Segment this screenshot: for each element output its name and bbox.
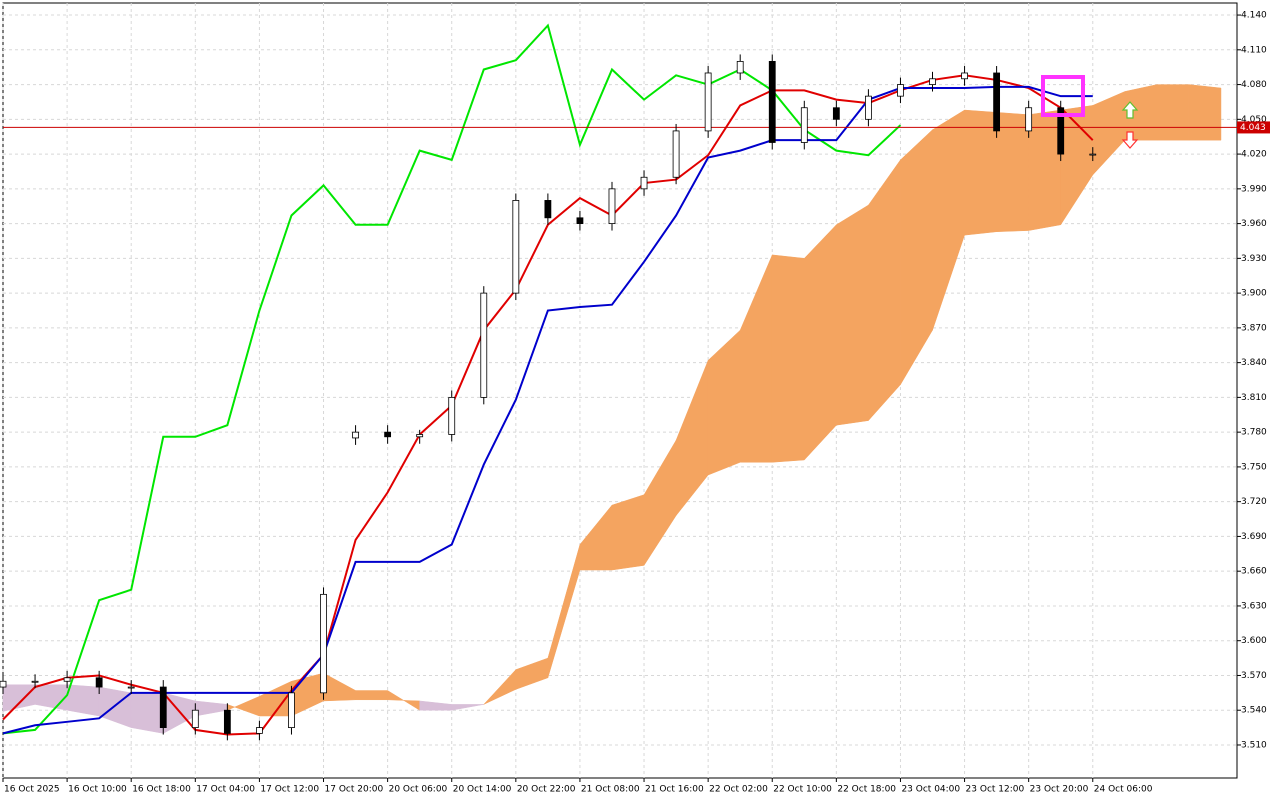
- indicator-line: [2, 85, 1093, 735]
- candle-body: [768, 60, 776, 143]
- candle-body: [672, 130, 680, 178]
- candle-body: [448, 396, 456, 435]
- candle-body: [961, 72, 968, 80]
- x-tick-label: 21 Oct 08:00: [581, 785, 640, 795]
- last-price-box: [1237, 121, 1270, 134]
- candle-body: [865, 95, 872, 120]
- y-tick-label: 4.080: [1241, 80, 1267, 90]
- x-tick-label: 17 Oct 04:00: [196, 785, 255, 795]
- candle-body: [1025, 107, 1033, 132]
- y-tick-label: 3.870: [1241, 323, 1267, 333]
- cloud-segment: [451, 704, 484, 711]
- candle-body: [127, 686, 135, 689]
- candle-body: [159, 686, 167, 729]
- candle-body: [223, 709, 231, 734]
- cloud-segment: [355, 690, 388, 701]
- x-tick-label: 22 Oct 02:00: [709, 785, 768, 795]
- y-tick-label: 3.630: [1241, 601, 1267, 611]
- candle-body: [416, 434, 424, 438]
- candle-body: [384, 431, 392, 438]
- x-tick-label: 20 Oct 22:00: [517, 785, 576, 795]
- candle-body: [63, 677, 71, 682]
- candle-body: [736, 60, 744, 74]
- candle-body: [576, 217, 584, 225]
- y-tick-label: 3.810: [1241, 393, 1267, 403]
- x-tick-label: 17 Oct 20:00: [325, 785, 384, 795]
- candle-body: [832, 107, 840, 120]
- x-tick-label: 23 Oct 04:00: [901, 785, 960, 795]
- candle-body: [993, 72, 1001, 132]
- x-tick-label: 21 Oct 16:00: [645, 785, 704, 795]
- y-tick-label: 3.990: [1241, 184, 1267, 194]
- x-tick-label: 17 Oct 12:00: [260, 785, 319, 795]
- candle-body: [352, 431, 359, 439]
- x-tick-label: 16 Oct 2025: [4, 785, 60, 795]
- candle-body: [288, 692, 295, 729]
- y-tick-label: 3.750: [1241, 462, 1267, 472]
- candle-body: [897, 84, 904, 97]
- y-tick-label: 3.540: [1241, 706, 1267, 716]
- y-tick-label: 3.780: [1241, 428, 1267, 438]
- x-tick-label: 22 Oct 10:00: [773, 785, 832, 795]
- candle-body: [704, 72, 712, 132]
- cloud-segment: [1188, 84, 1222, 141]
- y-tick-label: 3.900: [1241, 289, 1267, 299]
- y-tick-label: 3.660: [1241, 567, 1267, 577]
- cloud-segment: [836, 204, 869, 426]
- last-price-label: 4.043: [1240, 123, 1266, 133]
- candle-body: [480, 292, 488, 398]
- y-tick-label: 3.930: [1241, 254, 1267, 264]
- cloud-segment: [868, 159, 901, 422]
- cloud-segment: [804, 224, 837, 461]
- cloud-segment: [66, 684, 100, 717]
- candle-body: [1089, 153, 1097, 156]
- cloud-segment: [996, 112, 1029, 232]
- up-arrow: [1121, 101, 1139, 119]
- x-tick-label: 20 Oct 06:00: [389, 785, 448, 795]
- cloud-segment: [771, 254, 805, 463]
- candle-body: [512, 200, 520, 294]
- candle-body: [320, 593, 327, 694]
- y-tick-label: 3.570: [1241, 671, 1267, 681]
- cloud-segment: [130, 692, 164, 734]
- x-tick-label: 23 Oct 12:00: [966, 785, 1025, 795]
- y-tick-label: 4.110: [1241, 45, 1267, 55]
- y-tick-label: 3.840: [1241, 358, 1267, 368]
- candle-body: [1057, 107, 1065, 155]
- x-tick-label: 16 Oct 18:00: [132, 785, 191, 795]
- x-tick-label: 24 Oct 06:00: [1094, 785, 1153, 795]
- cloud-segment: [1028, 109, 1061, 231]
- candle-body: [256, 727, 263, 734]
- cloud-segment: [611, 494, 645, 571]
- y-tick-label: 3.720: [1241, 497, 1267, 507]
- x-tick-label: 20 Oct 14:00: [453, 785, 512, 795]
- candle-body: [929, 78, 936, 85]
- candle-body: [0, 680, 7, 688]
- x-tick-label: 22 Oct 18:00: [837, 785, 896, 795]
- candle-body: [608, 188, 616, 225]
- y-tick-label: 3.510: [1241, 740, 1267, 750]
- y-tick-label: 3.690: [1241, 532, 1267, 542]
- highlight-box: [1041, 75, 1085, 117]
- candle-body: [544, 200, 552, 219]
- y-tick-label: 4.140: [1241, 11, 1267, 21]
- y-tick-label: 4.020: [1241, 150, 1267, 160]
- y-tick-label: 4.050: [1241, 115, 1267, 125]
- cloud-segment: [964, 109, 997, 236]
- x-tick-label: 16 Oct 10:00: [68, 785, 127, 795]
- candle-body: [95, 677, 103, 688]
- candle-body: [31, 680, 39, 683]
- y-tick-label: 3.600: [1241, 636, 1267, 646]
- candle-body: [640, 176, 648, 190]
- y-tick-label: 3.960: [1241, 219, 1267, 229]
- indicator-line: [2, 74, 1094, 736]
- cloud-segment: [1156, 84, 1190, 141]
- x-tick-label: 23 Oct 20:00: [1030, 785, 1089, 795]
- down-arrow: [1121, 131, 1139, 149]
- candle-body: [800, 107, 808, 143]
- candle-body: [191, 709, 199, 729]
- indicator-line: [2, 23, 902, 735]
